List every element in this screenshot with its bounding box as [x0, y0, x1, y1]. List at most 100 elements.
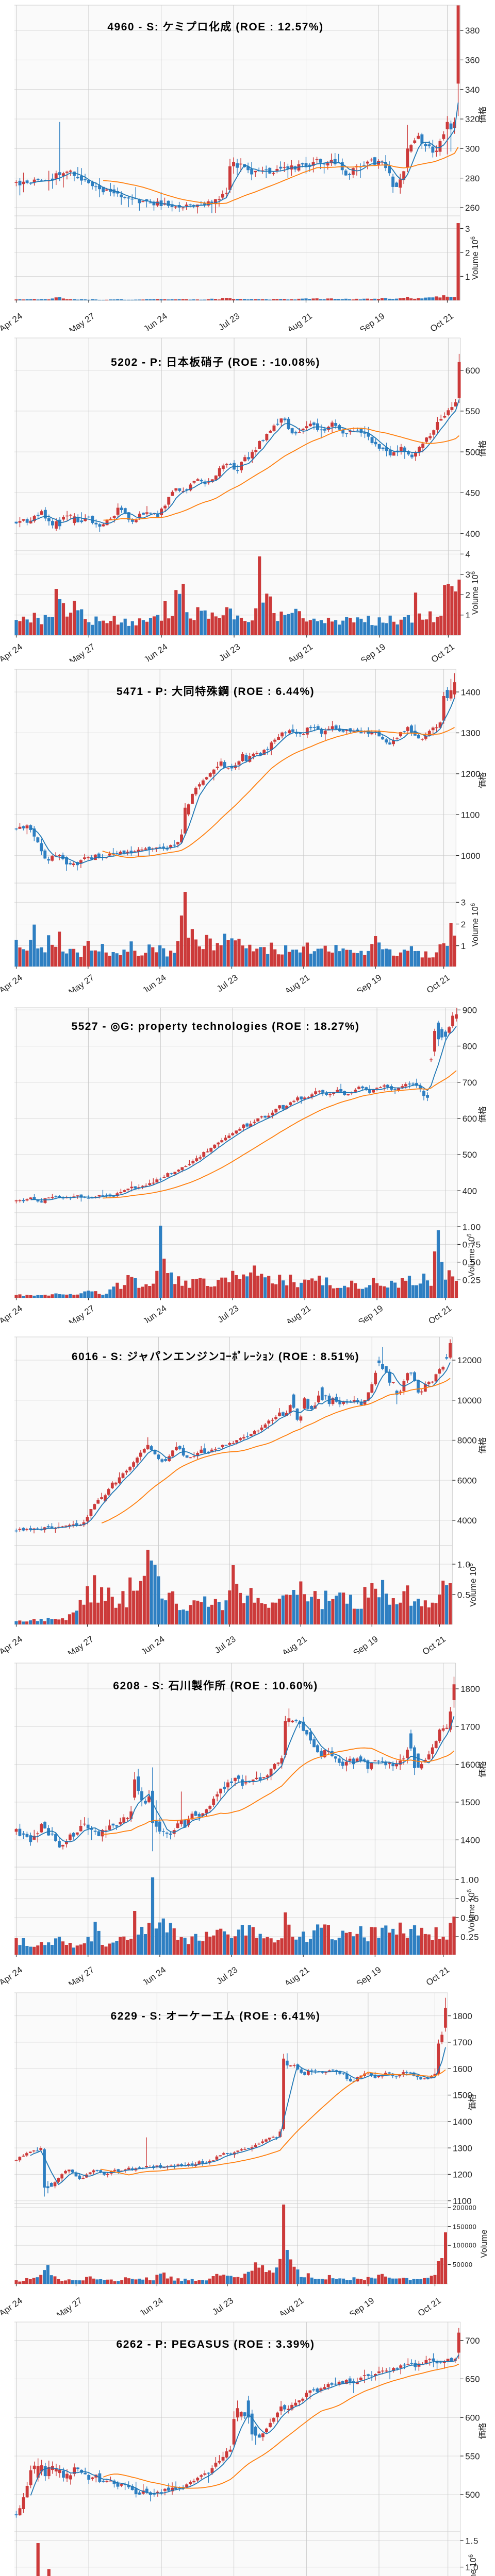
- svg-text:1800: 1800: [453, 2011, 472, 2021]
- svg-text:100000: 100000: [453, 2242, 477, 2249]
- svg-text:Jun 24: Jun 24: [141, 1303, 169, 1323]
- svg-text:1000: 1000: [461, 851, 481, 861]
- svg-text:0.25: 0.25: [460, 1932, 479, 1942]
- svg-text:2: 2: [465, 248, 470, 258]
- svg-text:700: 700: [463, 1078, 477, 1088]
- svg-text:Aug 21: Aug 21: [286, 311, 314, 331]
- svg-text:1500: 1500: [453, 2091, 472, 2100]
- svg-text:Apr 24: Apr 24: [0, 2296, 24, 2315]
- svg-text:1300: 1300: [461, 728, 481, 738]
- svg-text:Aug 21: Aug 21: [283, 1965, 311, 1985]
- svg-text:価格: 価格: [468, 2094, 477, 2110]
- svg-text:1400: 1400: [460, 1835, 480, 1845]
- svg-text:1200: 1200: [461, 769, 481, 779]
- svg-text:Oct 21: Oct 21: [430, 642, 456, 662]
- svg-text:550: 550: [465, 2451, 480, 2461]
- svg-text:1.00: 1.00: [463, 1222, 481, 1232]
- svg-text:1: 1: [465, 272, 470, 282]
- svg-text:600: 600: [463, 1114, 477, 1124]
- svg-text:Jul 23: Jul 23: [213, 1634, 238, 1654]
- svg-text:Apr 24: Apr 24: [0, 311, 24, 331]
- svg-text:Jun 24: Jun 24: [140, 1965, 168, 1985]
- svg-text:May 27: May 27: [68, 642, 97, 662]
- svg-text:Jul 23: Jul 23: [214, 1965, 239, 1985]
- svg-text:Sep 19: Sep 19: [355, 1965, 383, 1985]
- svg-text:0.75: 0.75: [463, 1240, 481, 1250]
- svg-text:Aug 21: Aug 21: [284, 1303, 312, 1323]
- svg-text:1200: 1200: [453, 2170, 472, 2180]
- svg-text:Aug 21: Aug 21: [277, 2296, 306, 2315]
- svg-text:1: 1: [461, 941, 466, 951]
- svg-text:50000: 50000: [453, 2261, 473, 2268]
- svg-text:Sep 19: Sep 19: [352, 1634, 380, 1654]
- svg-text:Jun 24: Jun 24: [138, 2296, 165, 2315]
- svg-text:0.75: 0.75: [460, 1894, 479, 1904]
- svg-text:320: 320: [465, 114, 480, 124]
- svg-text:Oct 21: Oct 21: [421, 1634, 448, 1654]
- svg-text:Aug 21: Aug 21: [286, 642, 315, 662]
- svg-text:Oct 21: Oct 21: [424, 1965, 451, 1985]
- svg-text:300: 300: [465, 144, 480, 154]
- svg-text:1300: 1300: [453, 2143, 472, 2153]
- svg-text:3: 3: [465, 224, 470, 234]
- svg-text:Volume 106: Volume 106: [468, 2554, 478, 2576]
- svg-text:360: 360: [465, 56, 480, 65]
- svg-text:Apr 24: Apr 24: [0, 642, 24, 662]
- svg-text:1700: 1700: [453, 2038, 472, 2047]
- svg-text:550: 550: [466, 406, 480, 416]
- svg-text:1500: 1500: [460, 1798, 480, 1807]
- svg-text:Volume 106: Volume 106: [470, 236, 480, 280]
- svg-text:Volume 106: Volume 106: [467, 1233, 476, 1277]
- svg-text:価格: 価格: [478, 2422, 487, 2439]
- svg-text:Apr 24: Apr 24: [0, 973, 24, 992]
- svg-text:10000: 10000: [457, 1396, 482, 1405]
- svg-text:500: 500: [463, 1150, 477, 1160]
- svg-text:600: 600: [466, 366, 480, 376]
- svg-text:Jun 24: Jun 24: [142, 311, 169, 331]
- svg-text:280: 280: [465, 174, 480, 183]
- svg-text:450: 450: [466, 488, 480, 498]
- svg-text:4960 - S: ケミプロ化成 (ROE : 12.57%: 4960 - S: ケミプロ化成 (ROE : 12.57%): [107, 21, 323, 33]
- svg-text:1100: 1100: [461, 810, 480, 820]
- svg-text:Jul 23: Jul 23: [216, 1303, 240, 1323]
- svg-text:Oct 21: Oct 21: [425, 973, 452, 992]
- svg-text:Volume 106: Volume 106: [467, 1889, 476, 1933]
- svg-text:500: 500: [465, 2490, 480, 2500]
- svg-text:Apr 24: Apr 24: [0, 1634, 24, 1654]
- svg-text:380: 380: [465, 26, 480, 36]
- svg-text:Volume 106: Volume 106: [470, 903, 480, 946]
- svg-text:May 27: May 27: [67, 1303, 96, 1323]
- svg-text:Sep 19: Sep 19: [359, 642, 387, 662]
- svg-text:1.0: 1.0: [457, 1560, 471, 1569]
- svg-text:価格: 価格: [478, 1761, 487, 1777]
- svg-text:Jul 23: Jul 23: [210, 2296, 235, 2315]
- svg-text:500: 500: [466, 447, 480, 457]
- svg-text:0.25: 0.25: [463, 1276, 481, 1285]
- svg-text:Aug 21: Aug 21: [280, 1634, 309, 1654]
- svg-text:価格: 価格: [478, 772, 487, 788]
- svg-text:価格: 価格: [478, 106, 487, 123]
- svg-text:価格: 価格: [478, 1106, 487, 1123]
- svg-text:6229 - S: オーケーエム (ROE : 6.41%): 6229 - S: オーケーエム (ROE : 6.41%): [111, 2010, 321, 2022]
- svg-text:150000: 150000: [453, 2223, 477, 2230]
- svg-text:Jun 24: Jun 24: [139, 1634, 167, 1654]
- svg-text:Aug 21: Aug 21: [283, 973, 311, 992]
- svg-text:6016 - S: ジャパンエンジンｺｰﾎﾟﾚｰｼｮﾝ (R: 6016 - S: ジャパンエンジンｺｰﾎﾟﾚｰｼｮﾝ (ROE : 8.51%…: [72, 1350, 359, 1363]
- svg-text:800: 800: [463, 1042, 477, 1052]
- svg-text:2: 2: [461, 920, 466, 929]
- svg-text:Sep 19: Sep 19: [348, 2296, 376, 2315]
- svg-text:900: 900: [463, 1006, 477, 1015]
- svg-text:Oct 21: Oct 21: [426, 1303, 453, 1323]
- svg-text:0.50: 0.50: [460, 1913, 479, 1923]
- svg-text:1100: 1100: [453, 2196, 472, 2206]
- svg-text:2: 2: [466, 590, 471, 600]
- svg-text:Volume: Volume: [480, 2229, 489, 2258]
- svg-text:5202 - P: 日本板硝子 (ROE : -10.08%: 5202 - P: 日本板硝子 (ROE : -10.08%): [111, 357, 320, 368]
- svg-text:0.50: 0.50: [463, 1258, 481, 1267]
- svg-text:3: 3: [466, 570, 471, 580]
- svg-text:5471 - P: 大同特殊鋼 (ROE : 6.44%): 5471 - P: 大同特殊鋼 (ROE : 6.44%): [117, 685, 315, 698]
- svg-text:Jul 23: Jul 23: [217, 311, 241, 331]
- svg-text:4: 4: [466, 550, 471, 560]
- svg-text:Jul 23: Jul 23: [215, 973, 240, 992]
- svg-text:価格: 価格: [478, 1437, 487, 1453]
